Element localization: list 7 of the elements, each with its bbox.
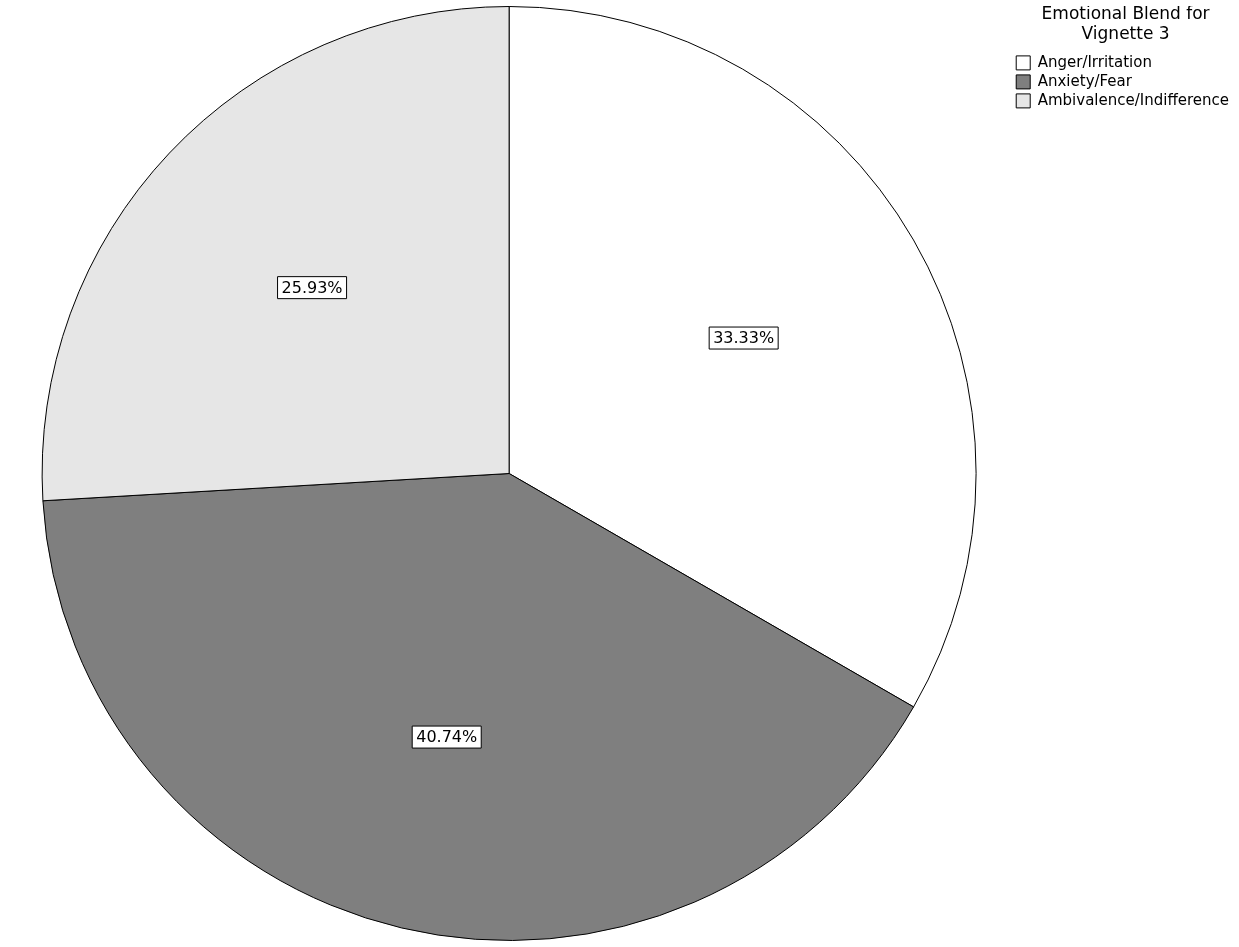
legend-title: Emotional Blend for Vignette 3	[1041, 2, 1210, 44]
data-label: 40.74%	[416, 727, 478, 747]
legend-label: Anger/Irritation	[1037, 52, 1152, 71]
legend-label: Anxiety/Fear	[1037, 71, 1133, 90]
data-label: 25.93%	[281, 277, 343, 297]
data-label: 33.33%	[713, 328, 775, 348]
legend-label: Ambivalence/Indifference	[1037, 90, 1229, 109]
